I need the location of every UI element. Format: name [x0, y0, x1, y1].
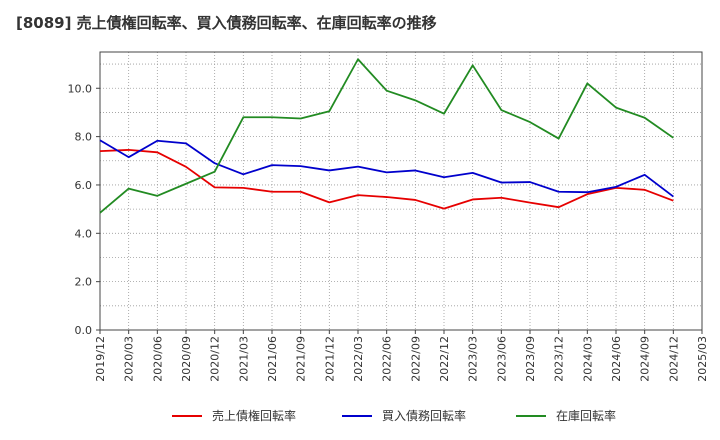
y-tick-labels: 0.0 2.0 4.0 6.0 8.0 10.0	[68, 82, 100, 337]
y-tick-label: 10.0	[68, 82, 93, 95]
x-tick-label: 2024/09	[639, 336, 652, 382]
series-lines	[99, 58, 674, 214]
x-tick-label: 2019/12	[94, 336, 107, 382]
x-tick-label: 2023/12	[553, 336, 566, 382]
x-tick-label: 2020/06	[151, 336, 164, 382]
series-line-1	[99, 149, 674, 210]
x-tick-label: 2021/09	[295, 336, 308, 382]
series-line-3	[99, 58, 674, 214]
plot-frame	[99, 51, 703, 331]
chart-title: [8089] 売上債権回転率、買入債務回転率、在庫回転率の推移	[16, 14, 437, 32]
x-tick-label: 2022/09	[409, 336, 422, 382]
y-tick-label: 6.0	[75, 179, 93, 192]
x-tick-label: 2021/06	[266, 336, 279, 382]
x-tick-label: 2021/03	[237, 336, 250, 382]
x-tick-label: 2022/12	[438, 336, 451, 382]
x-tick-label: 2024/03	[581, 336, 594, 382]
y-tick-label: 4.0	[75, 227, 93, 240]
legend-label: 売上債権回転率	[212, 408, 296, 423]
legend-label: 買入債務回転率	[382, 408, 466, 423]
x-tick-label: 2021/12	[323, 336, 336, 382]
x-tick-label: 2020/12	[209, 336, 222, 382]
x-tick-label: 2025/03	[696, 336, 709, 382]
x-tick-label: 2023/06	[495, 336, 508, 382]
x-tick-labels: 2019/12 2020/03 2020/06 2020/09 2020/12 2021/…	[94, 330, 709, 382]
y-tick-label: 0.0	[75, 324, 93, 337]
y-tick-label: 2.0	[75, 276, 93, 289]
x-tick-label: 2023/09	[524, 336, 537, 382]
x-tick-label: 2020/09	[180, 336, 193, 382]
x-tick-label: 2024/12	[667, 336, 680, 382]
x-tick-label: 2023/03	[467, 336, 480, 382]
legend: 売上債権回転率 買入債務回転率 在庫回転率	[172, 408, 616, 423]
axes	[99, 51, 703, 331]
series-line-2	[99, 139, 674, 198]
plot-background	[100, 52, 702, 330]
legend-label: 在庫回転率	[556, 408, 616, 423]
x-tick-label: 2022/06	[381, 336, 394, 382]
y-tick-label: 8.0	[75, 131, 93, 144]
x-tick-label: 2020/03	[123, 336, 136, 382]
x-tick-label: 2022/03	[352, 336, 365, 382]
x-tick-label: 2024/06	[610, 336, 623, 382]
